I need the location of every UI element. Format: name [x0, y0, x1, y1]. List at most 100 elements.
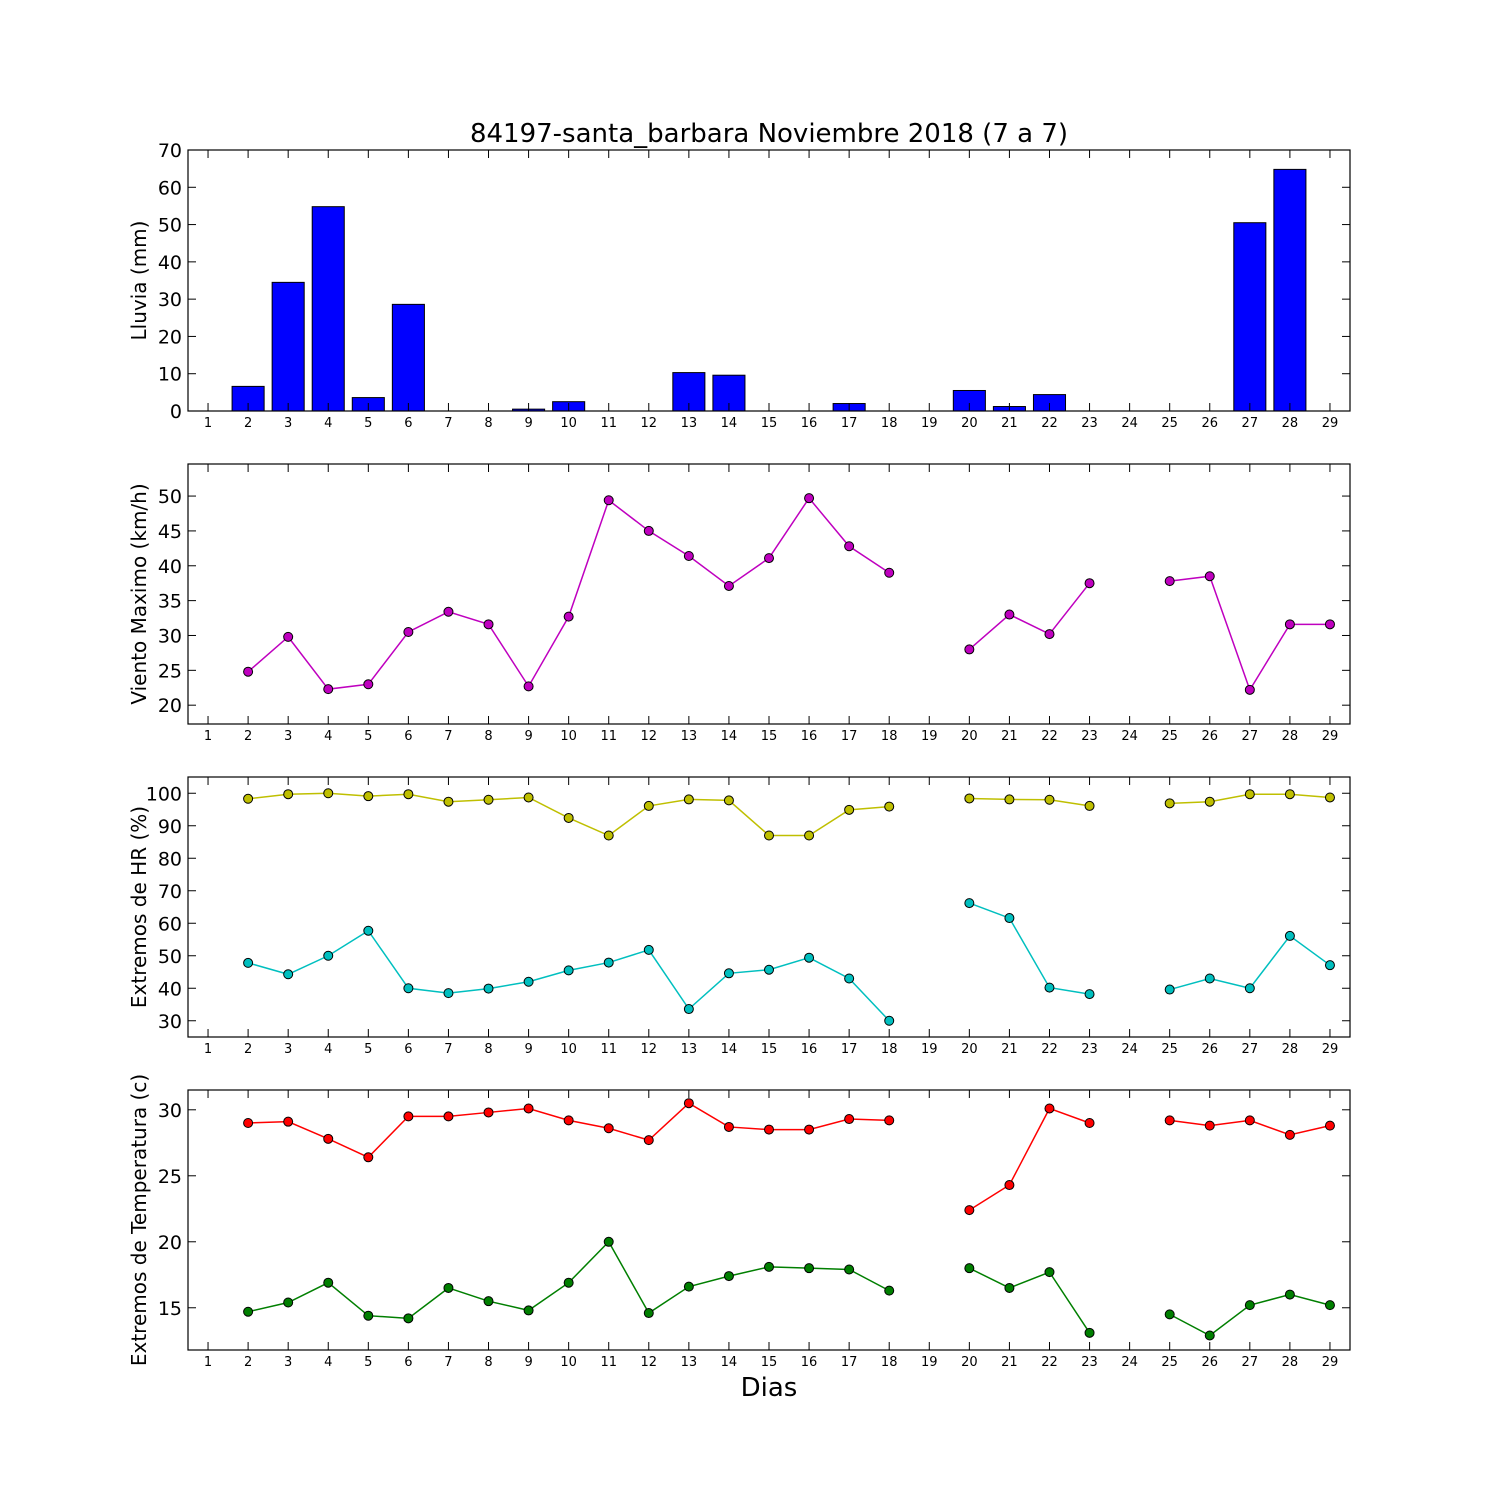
- y-tick-label: 20: [158, 326, 182, 348]
- y-tick-label: 40: [158, 252, 182, 274]
- series-2-point-day-23: [1084, 1327, 1095, 1338]
- series-2-point-day-26: [1204, 1330, 1215, 1341]
- x-tick-label: 11: [600, 416, 617, 431]
- series-1-point-day-20: [964, 644, 975, 655]
- x-tick-label: 9: [524, 416, 532, 431]
- x-tick-label: 22: [1041, 729, 1058, 744]
- x-tick-label: 21: [1001, 1355, 1018, 1370]
- series-2-point-day-2: [243, 957, 254, 968]
- series-1-point-day-21: [1004, 794, 1015, 805]
- series-1-point-day-5: [363, 679, 374, 690]
- x-tick-label: 22: [1041, 416, 1058, 431]
- x-tick-label: 26: [1201, 1042, 1218, 1057]
- series-2-point-day-22: [1044, 1267, 1055, 1278]
- series-1-point-day-2: [243, 1117, 254, 1128]
- series-1-point-day-22: [1044, 629, 1055, 640]
- series-1-point-day-15: [764, 830, 774, 841]
- y-tick-label: 60: [158, 913, 182, 935]
- series-1-point-day-18: [884, 567, 895, 578]
- x-tick-label: 2: [244, 1355, 252, 1370]
- series-1-point-day-5: [363, 791, 374, 802]
- series-1-point-day-11: [603, 830, 614, 841]
- x-tick-label: 29: [1322, 416, 1339, 431]
- series-1-point-day-12: [643, 800, 654, 811]
- x-tick-label: 25: [1161, 1355, 1178, 1370]
- x-tick-label: 29: [1322, 729, 1339, 744]
- series-1-point-day-29: [1324, 1120, 1335, 1131]
- series-2-point-day-13: [683, 1004, 694, 1015]
- bar-day-6: [391, 303, 425, 412]
- series-1-point-day-13: [683, 551, 694, 562]
- x-tick-label: 2: [244, 729, 252, 744]
- x-tick-label: 20: [961, 1355, 978, 1370]
- series-2-point-day-6: [403, 983, 414, 994]
- series-2-line-segment-2: [969, 902, 1090, 995]
- series-2-point-day-2: [243, 1306, 254, 1317]
- x-tick-label: 3: [284, 729, 292, 744]
- series-2-point-day-29: [1324, 960, 1335, 971]
- x-tick-label: 20: [961, 1042, 978, 1057]
- x-tick-label: 22: [1041, 1355, 1058, 1370]
- y-axis-label: Extremos de HR (%): [127, 806, 151, 1008]
- series-1-point-day-14: [723, 795, 734, 806]
- x-tick-label: 23: [1081, 416, 1098, 431]
- series-2-point-day-26: [1204, 973, 1215, 984]
- y-tick-label: 35: [158, 591, 182, 613]
- series-1-point-day-25: [1164, 1115, 1175, 1126]
- x-tick-label: 10: [560, 1042, 577, 1057]
- series-2-point-day-20: [964, 898, 975, 909]
- series-2-line-segment-3: [1169, 934, 1331, 991]
- series-2-point-day-16: [804, 1263, 815, 1274]
- x-tick-label: 6: [404, 1042, 412, 1057]
- x-tick-label: 26: [1201, 729, 1218, 744]
- x-tick-label: 13: [681, 1042, 698, 1057]
- x-tick-label: 5: [364, 1042, 372, 1057]
- y-tick-label: 30: [158, 289, 182, 311]
- series-1-point-day-16: [804, 1124, 815, 1135]
- series-1-point-day-29: [1324, 619, 1335, 630]
- x-tick-label: 7: [444, 1355, 452, 1370]
- x-tick-label: 13: [681, 416, 698, 431]
- series-1-point-day-27: [1244, 789, 1255, 800]
- x-tick-label: 6: [404, 416, 412, 431]
- x-tick-label: 13: [681, 729, 698, 744]
- series-2-point-day-4: [323, 950, 334, 961]
- x-tick-label: 5: [364, 1355, 372, 1370]
- series-1-point-day-18: [884, 1115, 895, 1126]
- x-tick-label: 8: [484, 416, 492, 431]
- series-1-point-day-15: [764, 1124, 774, 1135]
- series-2-point-day-8: [483, 1296, 494, 1307]
- x-tick-label: 24: [1121, 729, 1138, 744]
- series-2-point-day-27: [1244, 1300, 1255, 1311]
- series-1-point-day-6: [403, 1111, 414, 1122]
- series-2-line-segment-1: [247, 929, 890, 1022]
- x-tick-label: 28: [1282, 1042, 1299, 1057]
- y-axis-label: Viento Maximo (km/h): [127, 483, 151, 704]
- series-1-point-day-5: [363, 1152, 374, 1163]
- x-tick-label: 22: [1041, 1042, 1058, 1057]
- x-tick-label: 16: [801, 1355, 818, 1370]
- x-tick-label: 3: [284, 1042, 292, 1057]
- x-tick-label: 17: [841, 729, 858, 744]
- x-tick-label: 17: [841, 1042, 858, 1057]
- x-tick-label: 10: [560, 416, 577, 431]
- series-1-point-day-3: [283, 631, 294, 642]
- series-1-point-day-7: [443, 1111, 454, 1122]
- series-2-point-day-6: [403, 1313, 414, 1324]
- series-2-point-day-14: [723, 1271, 734, 1282]
- series-1-point-day-9: [523, 1103, 534, 1114]
- series-1-point-day-8: [483, 794, 494, 805]
- y-tick-label: 50: [158, 215, 182, 237]
- x-tick-label: 23: [1081, 1355, 1098, 1370]
- series-1-point-day-21: [1004, 1180, 1015, 1191]
- x-tick-label: 1: [204, 1042, 212, 1057]
- series-2-point-day-21: [1004, 913, 1015, 924]
- x-tick-label: 8: [484, 1355, 492, 1370]
- series-1-point-day-25: [1164, 798, 1175, 809]
- series-1-line-segment-2: [969, 797, 1090, 807]
- series-2-point-day-5: [363, 925, 374, 936]
- x-tick-label: 23: [1081, 729, 1098, 744]
- x-tick-label: 2: [244, 1042, 252, 1057]
